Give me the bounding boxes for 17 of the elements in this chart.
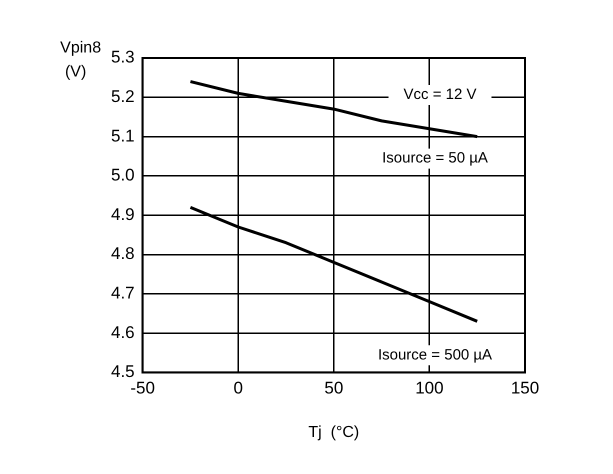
x-tick-label: 0: [233, 378, 243, 398]
y-tick-label: 5.0: [110, 166, 135, 185]
y-tick-label: 4.6: [110, 322, 135, 342]
annotation: Vcc = 12 V: [404, 86, 476, 104]
y-tick-label: 4.9: [110, 204, 135, 224]
x-tick-label: 150: [510, 378, 540, 398]
y-tick-label: 5.1: [110, 126, 135, 146]
y-tick-label: 5.3: [110, 48, 135, 67]
series-label: Isource = 50 µA: [382, 150, 488, 167]
y-tick-label: 4.8: [110, 244, 135, 264]
y-tick-label: 4.7: [110, 283, 135, 302]
y-tick-label: 5.2: [110, 86, 135, 106]
y-axis-title: Vpin8 (V): [60, 39, 102, 80]
x-axis-title: Tj (°C): [308, 424, 360, 441]
series-label: Isource = 500 µA: [378, 346, 492, 364]
x-tick-label: 50: [324, 378, 344, 398]
x-tick-label: 100: [415, 378, 444, 398]
